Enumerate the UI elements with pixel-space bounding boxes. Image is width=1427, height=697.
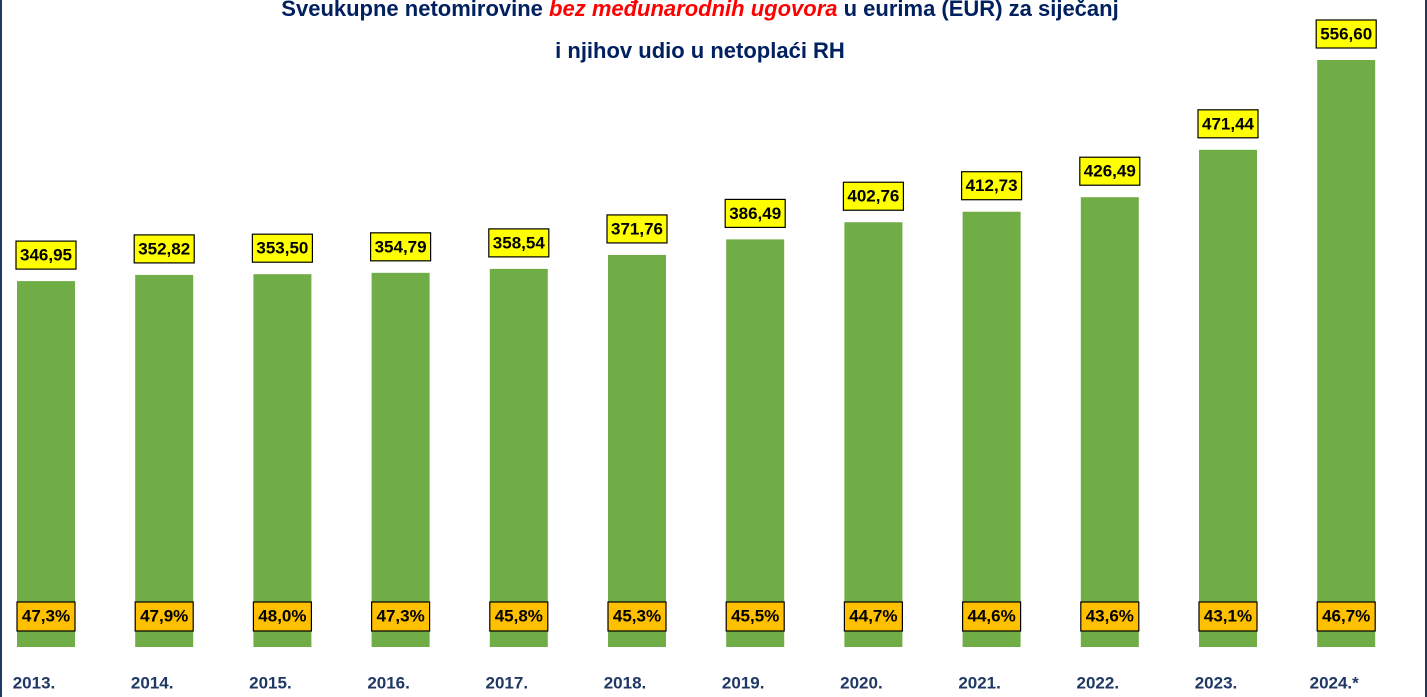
- x-tick-label: 2023.: [1195, 673, 1238, 692]
- share-label-box: [1080, 601, 1140, 632]
- share-label: 45,3%: [613, 606, 661, 625]
- share-label: 45,8%: [495, 606, 543, 625]
- value-label-box: [606, 214, 668, 244]
- value-label-box: [488, 228, 550, 258]
- chart-title: Sveukupne netomirovine bez međunarodnih …: [281, 0, 1118, 21]
- bar: [135, 274, 194, 647]
- bar: [17, 281, 75, 647]
- x-tick-label: 2022.: [1077, 673, 1120, 692]
- share-label-box: [1316, 601, 1376, 632]
- bar: [371, 272, 430, 647]
- value-label: 556,60: [1320, 24, 1372, 43]
- x-tick-label: 2021.: [958, 673, 1001, 692]
- bar: [253, 274, 312, 647]
- bar: [1199, 149, 1257, 647]
- value-label-box: [1197, 109, 1259, 139]
- share-label-box: [134, 601, 194, 632]
- value-label: 358,54: [493, 233, 546, 252]
- x-tick-label: 2014.: [131, 673, 174, 692]
- value-label-box: [842, 181, 905, 211]
- value-label: 426,49: [1084, 162, 1136, 181]
- value-label: 371,76: [611, 219, 663, 238]
- bar: [1317, 60, 1376, 647]
- x-tick-label: 2016.: [367, 673, 410, 692]
- value-label-box: [724, 198, 786, 229]
- value-label: 386,49: [729, 204, 781, 223]
- share-label-box: [489, 601, 549, 632]
- share-label-box: [843, 601, 904, 632]
- share-label: 43,1%: [1204, 606, 1252, 625]
- share-label: 44,6%: [967, 606, 1015, 625]
- title-part: u eurima (EUR) za siječanj: [838, 0, 1119, 21]
- share-label: 47,9%: [140, 606, 188, 625]
- value-label-box: [960, 171, 1023, 201]
- bar: [726, 239, 785, 648]
- x-tick-label: 2020.: [840, 673, 883, 692]
- share-label-box: [607, 601, 667, 632]
- share-label: 45,5%: [731, 606, 779, 625]
- title-part: Sveukupne netomirovine: [281, 0, 549, 21]
- value-label: 412,73: [966, 176, 1018, 195]
- bar: [962, 211, 1021, 648]
- value-label-box: [133, 234, 195, 264]
- share-label: 47,3%: [376, 606, 424, 625]
- share-label: 44,7%: [849, 606, 897, 625]
- value-label: 353,50: [256, 239, 308, 258]
- bar: [608, 254, 666, 647]
- share-label-box: [1198, 601, 1258, 632]
- value-label: 471,44: [1202, 114, 1255, 133]
- share-label-box: [725, 601, 785, 632]
- bar: [844, 222, 903, 648]
- x-tick-label: 2013.: [13, 673, 56, 692]
- share-label: 43,6%: [1086, 606, 1134, 625]
- share-label-box: [371, 601, 431, 632]
- value-label-box: [15, 240, 77, 270]
- x-tick-label: 2019.: [722, 673, 765, 692]
- share-label: 48,0%: [258, 606, 306, 625]
- x-tick-label: 2015.: [249, 673, 292, 692]
- value-label: 352,82: [138, 239, 190, 258]
- value-label-box: [370, 232, 432, 262]
- bar: [1080, 197, 1139, 648]
- share-label-box: [252, 601, 312, 632]
- value-label-box: [251, 233, 313, 263]
- x-tick-label: 2024.*: [1310, 673, 1360, 692]
- x-tick-label: 2017.: [486, 673, 529, 692]
- share-label: 46,7%: [1322, 606, 1370, 625]
- value-label: 346,95: [20, 246, 72, 265]
- value-label-box: [1315, 19, 1377, 49]
- share-label-box: [961, 601, 1022, 632]
- value-label: 354,79: [375, 237, 427, 256]
- share-label: 47,3%: [22, 606, 70, 625]
- value-label-box: [1079, 156, 1141, 186]
- title-highlight: bez međunarodnih ugovora: [549, 0, 837, 21]
- chart-subtitle: i njihov udio u netoplaći RH: [555, 38, 845, 63]
- value-label: 402,76: [847, 187, 899, 206]
- x-tick-label: 2018.: [604, 673, 647, 692]
- share-label-box: [16, 601, 76, 632]
- bar: [489, 268, 548, 647]
